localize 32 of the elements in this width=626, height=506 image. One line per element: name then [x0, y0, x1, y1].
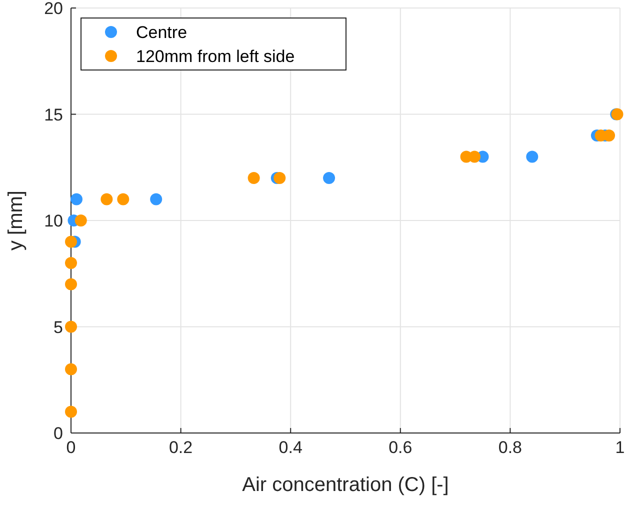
y-tick-label: 0	[54, 424, 63, 443]
point	[74, 214, 87, 226]
point	[70, 193, 82, 206]
point	[526, 150, 538, 163]
point	[117, 193, 130, 206]
y-tick-label: 15	[44, 105, 63, 124]
point	[274, 172, 286, 184]
point	[100, 193, 113, 206]
x-tick-label: 0.6	[388, 438, 412, 457]
x-tick-label: 0.2	[168, 438, 193, 457]
point	[65, 278, 77, 290]
legend-label: Centre	[136, 23, 188, 42]
y-tick-label: 20	[44, 0, 63, 18]
point	[65, 236, 77, 248]
point	[65, 406, 77, 418]
point	[65, 363, 77, 376]
point	[65, 320, 77, 333]
point	[150, 193, 162, 206]
x-tick-label: 0.4	[278, 438, 302, 457]
point	[323, 172, 336, 184]
x-tick-label: 0	[66, 438, 76, 457]
point	[248, 172, 260, 184]
point	[65, 257, 77, 269]
y-axis-title: y [mm]	[5, 190, 27, 250]
y-tick-label: 10	[44, 212, 63, 230]
point	[603, 130, 616, 142]
x-axis-title: Air concentration (C) [-]	[242, 474, 449, 496]
x-tick-label: 0.8	[498, 438, 522, 457]
point	[468, 150, 481, 163]
y-tick-label: 5	[54, 318, 63, 337]
legend-label: 120mm from left side	[136, 47, 295, 66]
x-tick-label: 1	[615, 438, 625, 457]
